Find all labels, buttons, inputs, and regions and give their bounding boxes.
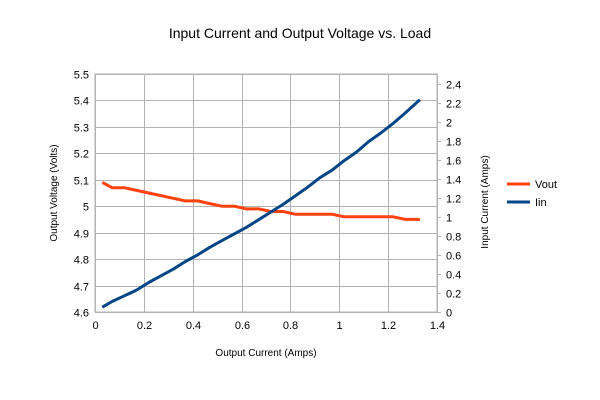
y-tick-label: 4.8: [74, 255, 89, 267]
y-tick-label: 4.6: [74, 308, 89, 320]
x-axis-label: Output Current (Amps): [215, 348, 316, 359]
y2-tick-label: 2: [446, 118, 452, 130]
series-line-vout: [101, 181, 420, 221]
y2-tick-label: 0.2: [446, 289, 461, 301]
y-axis-ticks: 4.6 4.7 4.8 4.9 5 5.1 5.2 5.3 5.4 5.5: [74, 70, 89, 320]
x-tick-label: 0.2: [137, 320, 152, 332]
y2-tick-label: 1: [446, 213, 452, 225]
x-tick-label: 1.4: [430, 320, 445, 332]
y-axis-label: Output Voltage (Volts): [49, 144, 60, 241]
y-tick-label: 4.9: [74, 229, 89, 241]
y-tick-label: 5.1: [74, 176, 89, 188]
y2-tick-label: 2.4: [446, 80, 461, 92]
x-axis-ticks: 0 0.2 0.4 0.6 0.8 1 1.2 1.4: [92, 320, 445, 332]
x-tick-label: 0: [92, 320, 98, 332]
y-tick-label: 5.3: [74, 123, 89, 135]
legend-label-iin: Iin: [535, 197, 547, 209]
y-tick-label: 5.5: [74, 70, 89, 82]
legend: Vout Iin: [507, 179, 557, 209]
y-tick-label: 5: [83, 202, 89, 214]
series-line-iin: [101, 98, 421, 309]
plot-frame: [94, 73, 438, 313]
y-tick-label: 5.2: [74, 149, 89, 161]
y2-tick-label: 2.2: [446, 99, 461, 111]
y-tick-label: 4.7: [74, 282, 89, 294]
y2-tick-label: 1.8: [446, 137, 461, 149]
y2-tick-label: 1.6: [446, 156, 461, 168]
y2-tick-label: 0: [446, 308, 452, 320]
chart-title: Input Current and Output Voltage vs. Loa…: [169, 25, 431, 41]
series-layer: [101, 98, 421, 309]
y2-tick-label: 1.2: [446, 194, 461, 206]
y2-axis-ticks: 0 0.2 0.4 0.6 0.8 1 1.2 1.4 1.6 1.8 2 2.2 2.4: [437, 80, 461, 320]
x-tick-label: 0.8: [283, 320, 298, 332]
y2-tick-label: 0.6: [446, 251, 461, 263]
y2-tick-label: 0.4: [446, 270, 461, 282]
x-tick-label: 0.4: [186, 320, 201, 332]
legend-label-vout: Vout: [535, 179, 557, 191]
x-tick-label: 0.6: [235, 320, 250, 332]
y2-axis-label: Input Current (Amps): [480, 155, 491, 248]
y2-tick-label: 0.8: [446, 232, 461, 244]
x-tick-label: 1: [336, 320, 342, 332]
y2-tick-label: 1.4: [446, 175, 461, 187]
x-tick-label: 1.2: [381, 320, 396, 332]
y-tick-label: 5.4: [74, 96, 89, 108]
